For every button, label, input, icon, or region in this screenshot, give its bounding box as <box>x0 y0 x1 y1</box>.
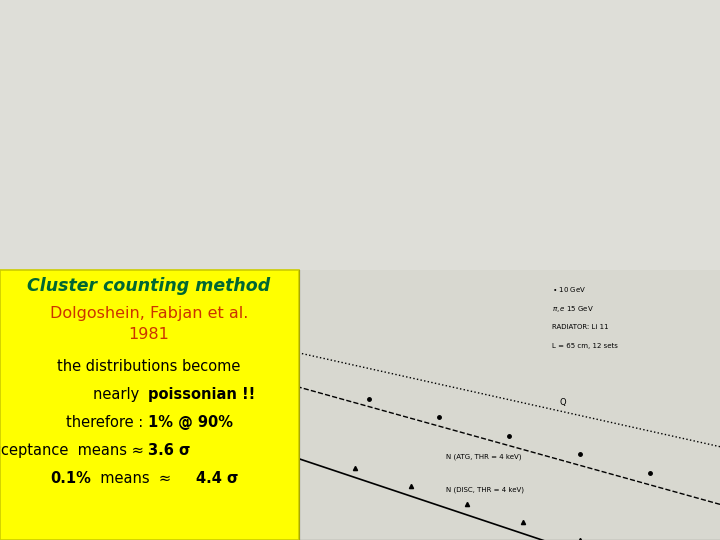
Ellipse shape <box>184 122 199 139</box>
Text: -D.V.: -D.V. <box>168 8 179 14</box>
Bar <box>390 151 399 270</box>
Text: L = 65 cm, 12 sets: L = 65 cm, 12 sets <box>552 343 617 349</box>
Text: means  ≈: means ≈ <box>91 471 176 487</box>
Text: -ANODES: -ANODES <box>252 128 271 132</box>
Text: Q: Q <box>577 31 586 41</box>
Text: acceptance  means ≈: acceptance means ≈ <box>0 443 148 458</box>
Text: $\pi$: $\pi$ <box>310 58 319 69</box>
Text: N  DISC: N DISC <box>413 31 450 41</box>
Bar <box>408 221 417 270</box>
Bar <box>0 270 299 540</box>
Bar <box>317 110 326 270</box>
Text: Q>Q$_{\rm TH}$: Q>Q$_{\rm TH}$ <box>363 22 388 32</box>
Bar <box>335 262 344 270</box>
Text: the distributions become: the distributions become <box>58 359 240 374</box>
Text: THRESHOLD: THRESHOLD <box>287 28 292 58</box>
Bar <box>344 247 354 270</box>
Y-axis label: dN / dN clusters: dN / dN clusters <box>256 112 265 179</box>
Text: Q: Q <box>560 398 567 407</box>
Text: therefore :: therefore : <box>66 415 148 430</box>
Bar <box>444 269 454 270</box>
Bar <box>0 0 720 270</box>
Text: TR: TR <box>189 114 194 119</box>
Bar <box>36 51 122 214</box>
Text: BEAM: BEAM <box>0 106 18 111</box>
Text: 3.6 σ: 3.6 σ <box>148 443 191 458</box>
Y-axis label: PION CONTAMINATION: PION CONTAMINATION <box>256 358 265 452</box>
Text: RADIATOR: Li 11: RADIATOR: Li 11 <box>552 325 608 330</box>
Text: $\pi,e$ 15 GeV: $\pi,e$ 15 GeV <box>552 303 593 314</box>
Text: 15  NeV: 15 NeV <box>413 58 452 69</box>
Bar <box>426 262 435 270</box>
Text: RADIATOR: RADIATOR <box>63 240 95 245</box>
Text: 15  GeV: 15 GeV <box>586 58 625 69</box>
Text: E̅: E̅ <box>179 223 182 228</box>
Text: WIRES: WIRES <box>252 178 266 182</box>
Text: DRIFT TIME: DRIFT TIME <box>410 174 449 180</box>
Text: z: z <box>428 194 432 200</box>
Text: β-ELECTRON: β-ELECTRON <box>385 65 429 71</box>
Text: Dolgoshein, Fabjan et al.
1981: Dolgoshein, Fabjan et al. 1981 <box>50 306 248 342</box>
Bar <box>372 151 381 270</box>
Text: ∕dx: ∕dx <box>185 156 193 161</box>
Bar <box>381 137 390 270</box>
Text: e: e <box>398 120 404 131</box>
Text: +H.V.: +H.V. <box>235 8 248 14</box>
Text: TR: TR <box>315 46 324 52</box>
Bar <box>399 185 408 270</box>
Text: $\pi$: $\pi$ <box>499 58 508 69</box>
Bar <box>308 57 317 270</box>
Y-axis label: dN / dQ: dN / dQ <box>452 130 462 162</box>
Text: poissonian !!: poissonian !! <box>148 387 256 402</box>
Bar <box>354 221 362 270</box>
X-axis label: N clusters: N clusters <box>369 294 419 304</box>
Text: LONG. DRIFT
CHAMBER: LONG. DRIFT CHAMBER <box>195 246 221 254</box>
Text: 0.25 mm: 0.25 mm <box>354 208 376 213</box>
Text: 0.1%: 0.1% <box>50 471 91 487</box>
Bar <box>326 179 335 270</box>
Text: 4.4 σ: 4.4 σ <box>196 471 238 487</box>
Bar <box>435 267 444 270</box>
Text: $\bullet$ 10 GeV: $\bullet$ 10 GeV <box>552 285 586 294</box>
Text: dE∕: dE∕ <box>185 141 193 146</box>
Text: e: e <box>609 125 616 136</box>
Text: N (ATG, THR = 4 keV): N (ATG, THR = 4 keV) <box>446 454 522 461</box>
Text: Cluster counting method: Cluster counting method <box>27 277 271 295</box>
Text: -FIELD: -FIELD <box>252 163 265 167</box>
Bar <box>362 185 372 270</box>
Text: N (DISC, THR = 4 keV): N (DISC, THR = 4 keV) <box>446 487 524 493</box>
Bar <box>417 247 426 270</box>
Text: 0.85 mm: 0.85 mm <box>312 208 334 213</box>
Text: 1% @ 90%: 1% @ 90% <box>148 415 233 430</box>
X-axis label: Q, KeV./set.: Q, KeV./set. <box>581 294 629 303</box>
Text: nearly: nearly <box>93 387 148 402</box>
